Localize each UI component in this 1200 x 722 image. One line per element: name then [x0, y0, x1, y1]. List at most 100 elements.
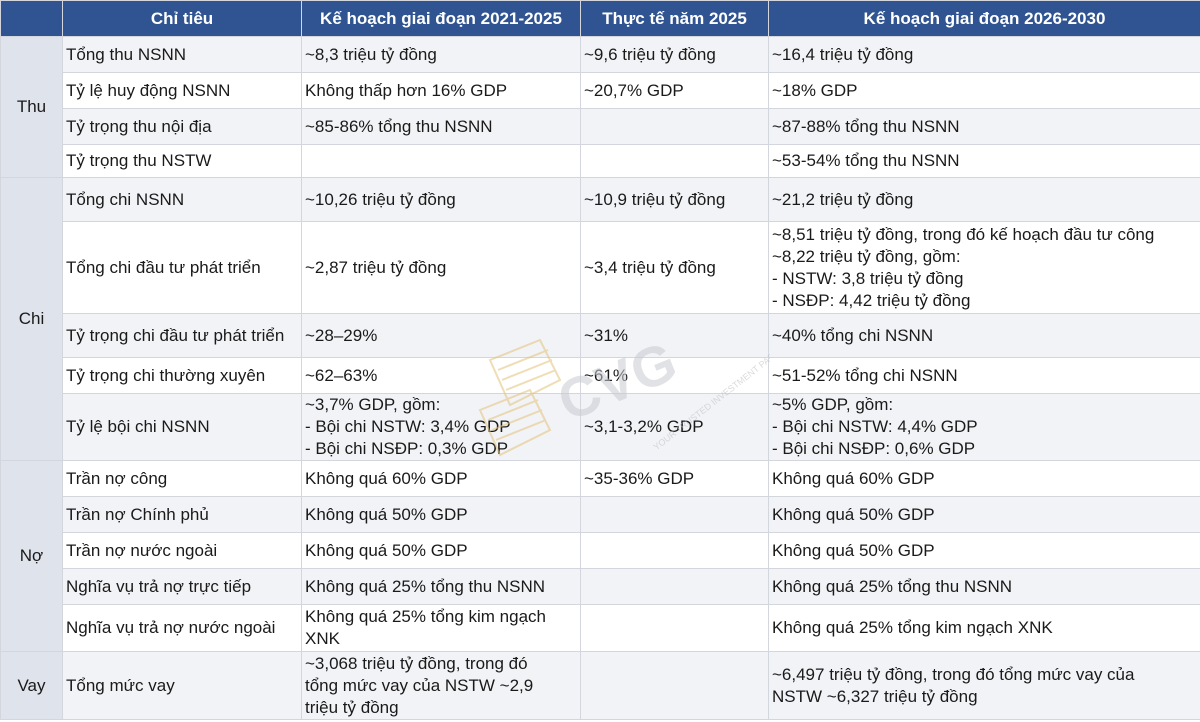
metric-cell: Nghĩa vụ trả nợ nước ngoài	[62, 604, 302, 652]
cell-actual-2025: ~35-36% GDP	[580, 460, 769, 497]
metric-cell: Trần nợ Chính phủ	[62, 496, 302, 533]
table-row: Chi Tổng chi NSNN ~10,26 triệu tỷ đồng ~10,…	[0, 177, 1200, 461]
cell-line: Không quá 50% GDP	[772, 540, 935, 560]
group-label-chi: Chi	[0, 177, 63, 461]
cell-plan-2021-2025: Không quá 50% GDP	[301, 496, 581, 533]
cell-actual-2025: ~3,1-3,2% GDP	[580, 393, 769, 461]
table-row: Tỷ trọng thu NSTW ~53-54% tổng thu NSNN	[1, 144, 1200, 178]
cell-line: - NSTW: 3,8 triệu tỷ đồng	[772, 268, 964, 288]
cell-line: - Bội chi NSTW: 3,4% GDP	[305, 417, 511, 436]
table-row: Vay Tổng mức vay ~3,068 triệu tỷ đồng, tro…	[0, 651, 1200, 720]
cell-actual-2025	[580, 568, 769, 605]
cell-actual-2025	[580, 108, 769, 145]
metric-cell: Trần nợ nước ngoài	[62, 532, 302, 569]
cell-plan-2026-2030: Không quá 60% GDP	[768, 460, 1200, 497]
cell-line: ~9,6 triệu tỷ đồng	[584, 44, 716, 64]
table-row: Tổng chi đầu tư phát triển ~2,87 triệu tỷ…	[1, 221, 1200, 314]
cell-plan-2026-2030: ~18% GDP	[768, 72, 1200, 109]
group-label-no: Nợ	[0, 460, 63, 652]
header-metric: Chỉ tiêu	[62, 0, 302, 37]
cell-line: ~51-52% tổng chi NSNN	[772, 365, 958, 385]
cell-line: XNK	[305, 629, 340, 648]
cell-plan-2026-2030: Không quá 50% GDP	[768, 496, 1200, 533]
cell-line: - Bội chi NSĐP: 0,3% GDP	[305, 439, 509, 458]
cell-line: ~6,497 triệu tỷ đồng, trong đó tổng mức …	[772, 664, 1135, 684]
header-row: Chỉ tiêu Kế hoạch giai đoạn 2021-2025 Th…	[0, 0, 1200, 37]
cell-plan-2026-2030: Không quá 50% GDP	[768, 532, 1200, 569]
cell-line: ~61%	[584, 365, 628, 385]
cell-line: ~35-36% GDP	[584, 468, 695, 488]
table-row: Tỷ trọng chi đầu tư phát triển ~28–29% ~31…	[1, 313, 1200, 358]
cell-line: tổng mức vay của NSTW ~2,9	[305, 675, 534, 695]
table-row: Nghĩa vụ trả nợ trực tiếp Không quá 25% t…	[1, 568, 1200, 605]
cell-line: ~3,7% GDP, gồm:	[305, 395, 441, 414]
cell-actual-2025	[580, 144, 769, 178]
metric-cell: Tổng chi đầu tư phát triển	[62, 221, 302, 314]
cell-plan-2021-2025: Không quá 50% GDP	[301, 532, 581, 569]
cell-plan-2026-2030: ~87-88% tổng thu NSNN	[768, 108, 1200, 145]
cell-plan-2026-2030: ~40% tổng chi NSNN	[768, 313, 1200, 358]
cell-actual-2025: ~9,6 triệu tỷ đồng	[580, 36, 769, 73]
cell-line: ~10,9 triệu tỷ đồng	[584, 189, 726, 209]
table-row: Thu Tổng thu NSNN ~8,3 triệu tỷ đồng ~9,6 t…	[0, 36, 1200, 178]
cell-line: ~28–29%	[305, 325, 378, 345]
table-row: Trần nợ Chính phủ Không quá 50% GDP Không …	[1, 496, 1200, 533]
header-group-cell	[0, 0, 63, 37]
cell-line: ~8,3 triệu tỷ đồng	[305, 44, 437, 64]
table-row: Tỷ trọng chi thường xuyên ~62–63% ~61% ~51-…	[1, 357, 1200, 394]
cell-line: Không quá 25% tổng thu NSNN	[772, 576, 1013, 596]
cell-line: NSTW ~6,327 triệu tỷ đồng	[772, 686, 978, 706]
metric-cell: Tỷ trọng chi thường xuyên	[62, 357, 302, 394]
cell-plan-2021-2025: ~28–29%	[301, 313, 581, 358]
group-label-vay: Vay	[0, 651, 63, 720]
cell-plan-2026-2030: Không quá 25% tổng thu NSNN	[768, 568, 1200, 605]
metric-cell: Tổng thu NSNN	[62, 36, 302, 73]
metric-cell: Trần nợ công	[62, 460, 302, 497]
metric-cell: Tỷ lệ huy động NSNN	[62, 72, 302, 109]
cell-line: ~20,7% GDP	[584, 80, 684, 100]
cell-line: - Bội chi NSĐP: 0,6% GDP	[772, 439, 976, 458]
cell-actual-2025	[580, 532, 769, 569]
group-label-thu: Thu	[0, 36, 63, 178]
cell-plan-2021-2025: ~3,068 triệu tỷ đồng, trong đó tổng mức v…	[301, 651, 581, 720]
metric-cell: Tỷ trọng chi đầu tư phát triển	[62, 313, 302, 358]
table-row: Tỷ trọng thu nội địa ~85-86% tổng thu NSN…	[1, 108, 1200, 145]
cell-plan-2021-2025: ~3,7% GDP, gồm: - Bội chi NSTW: 3,4% GDP -…	[301, 393, 581, 461]
cell-line: ~3,068 triệu tỷ đồng, trong đó	[305, 653, 528, 673]
cell-line: Không quá 25% tổng kim ngạch XNK	[772, 618, 1053, 637]
cell-plan-2021-2025: ~8,3 triệu tỷ đồng	[301, 36, 581, 73]
cell-plan-2021-2025: ~2,87 triệu tỷ đồng	[301, 221, 581, 314]
cell-line: ~18% GDP	[772, 80, 858, 100]
table-row: Nợ Trần nợ công Không quá 60% GDP ~35-36% G…	[0, 460, 1200, 652]
cell-line: - Bội chi NSTW: 4,4% GDP	[772, 417, 978, 436]
cell-actual-2025	[580, 604, 769, 652]
cell-plan-2026-2030: ~21,2 triệu tỷ đồng	[768, 177, 1200, 222]
cell-line: ~5% GDP, gồm:	[772, 395, 894, 414]
cell-line: ~10,26 triệu tỷ đồng	[305, 189, 456, 209]
cell-plan-2021-2025: ~85-86% tổng thu NSNN	[301, 108, 581, 145]
table-row: Nghĩa vụ trả nợ nước ngoài Không quá 25% …	[1, 604, 1200, 652]
table-row: Trần nợ nước ngoài Không quá 50% GDP Không…	[1, 532, 1200, 569]
metric-cell: Nghĩa vụ trả nợ trực tiếp	[62, 568, 302, 605]
cell-plan-2026-2030: ~5% GDP, gồm: - Bội chi NSTW: 4,4% GDP - B…	[768, 393, 1200, 461]
cell-line: Không quá 25% tổng thu NSNN	[305, 576, 546, 596]
cell-plan-2021-2025: Không quá 25% tổng thu NSNN	[301, 568, 581, 605]
cell-line: Không quá 60% GDP	[772, 468, 935, 488]
cell-line: ~2,87 triệu tỷ đồng	[305, 257, 447, 277]
cell-line: ~3,4 triệu tỷ đồng	[584, 257, 716, 277]
metric-cell: Tỷ trọng thu nội địa	[62, 108, 302, 145]
cell-line: ~87-88% tổng thu NSNN	[772, 116, 960, 136]
cell-line: ~3,1-3,2% GDP	[584, 417, 704, 436]
cell-line: ~85-86% tổng thu NSNN	[305, 116, 493, 136]
cell-line: Không quá 50% GDP	[305, 540, 468, 560]
cell-line: ~21,2 triệu tỷ đồng	[772, 189, 914, 209]
cell-line: ~8,22 triệu tỷ đồng, gồm:	[772, 246, 961, 266]
cell-plan-2026-2030: Không quá 25% tổng kim ngạch XNK	[768, 604, 1200, 652]
cell-line: ~16,4 triệu tỷ đồng	[772, 44, 914, 64]
table-row: Tỷ lệ huy động NSNN Không thấp hơn 16% GD…	[1, 72, 1200, 109]
cell-actual-2025: ~10,9 triệu tỷ đồng	[580, 177, 769, 222]
cell-line: ~62–63%	[305, 365, 378, 385]
cell-actual-2025: ~20,7% GDP	[580, 72, 769, 109]
cell-plan-2021-2025: Không thấp hơn 16% GDP	[301, 72, 581, 109]
